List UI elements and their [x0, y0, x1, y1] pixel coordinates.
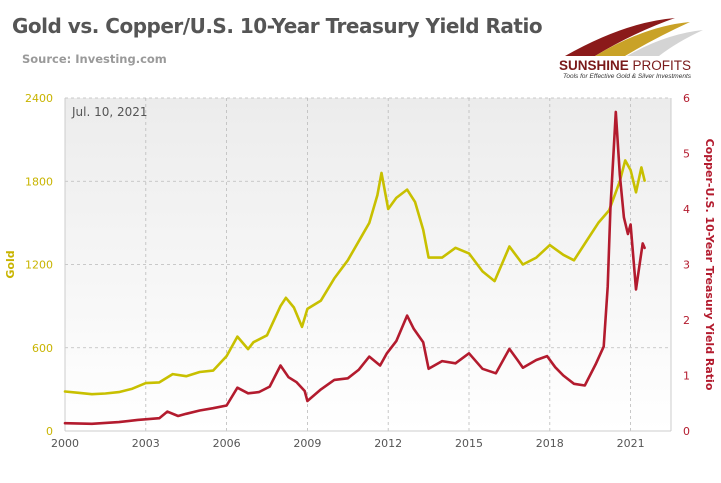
- y-left-tick-label: 1200: [25, 259, 53, 272]
- logo-tagline: Tools for Effective Gold & Silver Invest…: [563, 73, 692, 80]
- tick-labels: 2000 2003 2006 2009 2012 2015 2018 202106001200…: [25, 92, 690, 450]
- y-right-tick-label: 3: [683, 259, 690, 272]
- y-axis-left-label: Gold: [4, 250, 17, 278]
- y-right-tick-label: 0: [683, 425, 690, 438]
- x-tick-label: 2006: [213, 437, 241, 450]
- x-tick-label: 2000: [51, 437, 79, 450]
- chart-title: Gold vs. Copper/U.S. 10-Year Treasury Yi…: [12, 14, 543, 38]
- y-axis-right-label: Copper-U.S. 10-Year Treasury Yield Ratio: [703, 139, 716, 391]
- y-left-tick-label: 1800: [25, 175, 53, 188]
- x-tick-label: 2018: [536, 437, 564, 450]
- date-annotation: Jul. 10, 2021: [71, 105, 148, 119]
- y-right-tick-label: 2: [683, 314, 690, 327]
- x-tick-label: 2009: [293, 437, 321, 450]
- logo-name: SUNSHINE PROFITS: [559, 58, 692, 73]
- y-left-tick-label: 600: [32, 342, 53, 355]
- series-lines: [63, 110, 646, 426]
- y-right-tick-label: 1: [683, 370, 690, 383]
- sunshine-profits-logo: SUNSHINE PROFITS Tools for Effective Gol…: [555, 12, 715, 82]
- logo-swoosh-icon: [565, 18, 703, 56]
- y-right-tick-label: 4: [683, 203, 690, 216]
- chart-source: Source: Investing.com: [22, 52, 167, 66]
- x-tick-label: 2015: [455, 437, 483, 450]
- x-tick-label: 2021: [617, 437, 645, 450]
- gridlines: [64, 97, 672, 432]
- gold-series-line: [63, 159, 646, 396]
- x-tick-label: 2003: [132, 437, 160, 450]
- y-right-tick-label: 6: [683, 92, 690, 105]
- y-right-tick-label: 5: [683, 148, 690, 161]
- y-left-tick-label: 2400: [25, 92, 53, 105]
- copper-yield-ratio-series-line: [63, 110, 646, 426]
- x-tick-label: 2012: [374, 437, 402, 450]
- y-left-tick-label: 0: [46, 425, 53, 438]
